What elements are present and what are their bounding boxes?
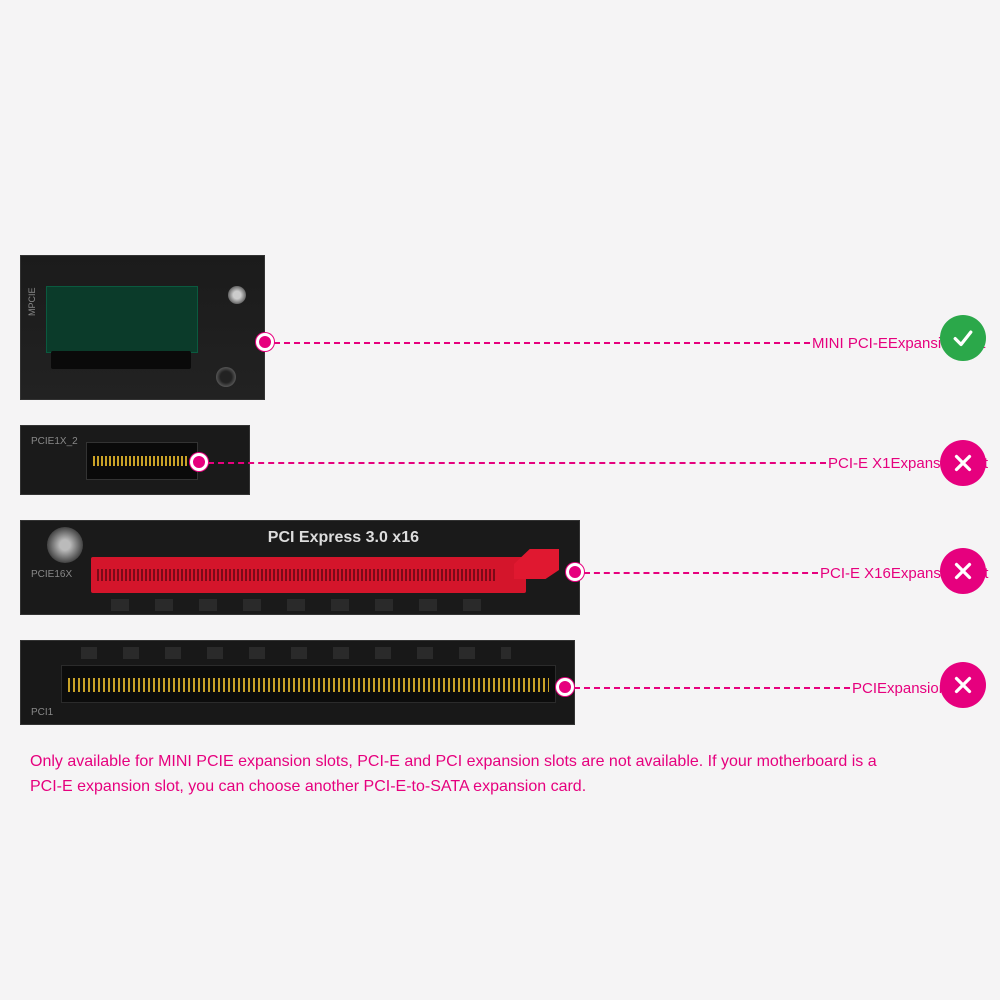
- board-silkscreen: PCIE16X: [31, 569, 72, 580]
- slot-row-pcie-x16: PCI Express 3.0 x16 PCIE16X PCI-E X16Exp…: [20, 520, 580, 615]
- board-silkscreen: PCIE1X_2: [31, 436, 78, 447]
- slot-image-pci: PCI1: [20, 640, 575, 725]
- board-silkscreen: MPCIE: [27, 287, 37, 316]
- callout-leader: [274, 342, 810, 344]
- slot-image-pcie-x16: PCI Express 3.0 x16 PCIE16X: [20, 520, 580, 615]
- jack-icon: [216, 367, 236, 387]
- status-no-icon: [940, 548, 986, 594]
- slot-overlay-text: PCI Express 3.0 x16: [268, 529, 419, 547]
- screw-icon: [228, 286, 246, 304]
- callout-leader: [584, 572, 818, 574]
- board-silkscreen: PCI1: [31, 707, 53, 718]
- callout-leader: [574, 687, 850, 689]
- callout-dot: [556, 678, 574, 696]
- callout-dot: [256, 333, 274, 351]
- status-ok-icon: [940, 315, 986, 361]
- slot-image-pcie-x1: PCIE1X_2: [20, 425, 250, 495]
- footnote-text: Only available for MINI PCIE expansion s…: [30, 750, 910, 800]
- callout-dot: [190, 453, 208, 471]
- capacitor-icon: [47, 527, 83, 563]
- callout-leader: [208, 462, 826, 464]
- slot-row-pci: PCI1 PCIExpansion slot: [20, 640, 575, 725]
- slot-row-mini-pcie: MPCIE MINI PCI-EExpansion slot: [20, 255, 265, 400]
- status-no-icon: [940, 440, 986, 486]
- slot-row-pcie-x1: PCIE1X_2 PCI-E X1Expansion slot: [20, 425, 250, 495]
- latch-icon: [514, 549, 559, 579]
- status-no-icon: [940, 662, 986, 708]
- callout-dot: [566, 563, 584, 581]
- slot-image-mini-pcie: MPCIE: [20, 255, 265, 400]
